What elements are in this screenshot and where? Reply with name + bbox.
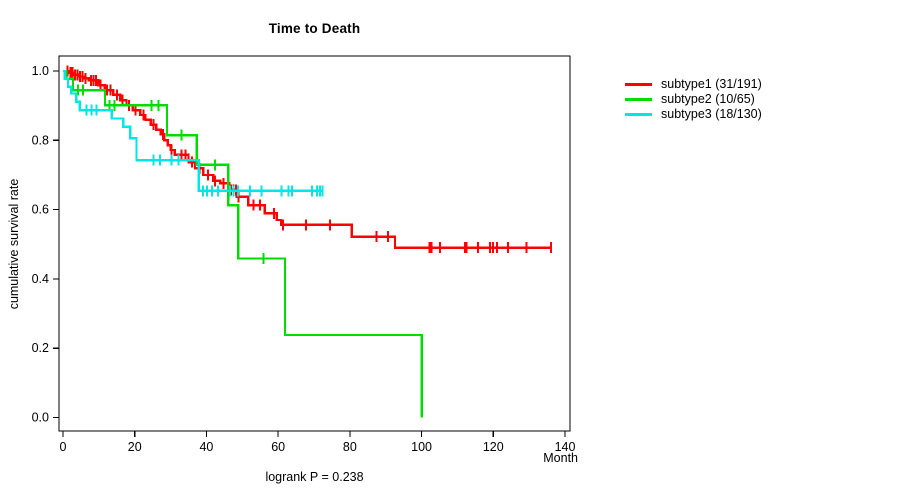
km-curve-subtype2	[63, 69, 423, 418]
plot-frame	[58, 55, 571, 432]
legend-label-subtype2: subtype2 (10/65)	[661, 92, 755, 106]
x-axis-label: Month	[543, 451, 578, 465]
y-tick-label: 1.0	[32, 64, 49, 78]
y-tick-label: 0.6	[32, 203, 49, 217]
x-tick-label: 0	[60, 440, 67, 454]
legend-row-subtype1: subtype1 (31/191)	[625, 77, 762, 92]
y-tick-label: 0.2	[32, 341, 49, 355]
x-tick-label: 60	[271, 440, 285, 454]
legend-label-subtype1: subtype1 (31/191)	[661, 77, 762, 91]
legend-row-subtype3: subtype3 (18/130)	[625, 107, 762, 122]
y-tick-label: 0.8	[32, 133, 49, 147]
x-tick-label: 20	[128, 440, 142, 454]
y-tick-label: 0.4	[32, 272, 49, 286]
x-tick-label: 120	[483, 440, 504, 454]
km-curve-subtype1	[63, 69, 552, 249]
chart-title: Time to Death	[268, 21, 361, 36]
x-tick-label: 140	[555, 440, 576, 454]
x-tick-label: 40	[199, 440, 213, 454]
legend-line-swatch-subtype2	[625, 98, 652, 101]
y-axis-label: cumulative survival rate	[7, 178, 21, 310]
legend: subtype1 (31/191) subtype2 (10/65) subty…	[625, 77, 762, 122]
y-tick-label: 0.0	[32, 411, 49, 425]
x-tick-label: 80	[343, 440, 357, 454]
legend-line-swatch-subtype1	[625, 83, 652, 86]
logrank-p-annotation: logrank P = 0.238	[265, 470, 364, 484]
legend-label-subtype3: subtype3 (18/130)	[661, 107, 762, 121]
x-tick-label: 100	[411, 440, 432, 454]
legend-line-swatch-subtype3	[625, 113, 652, 116]
legend-row-subtype2: subtype2 (10/65)	[625, 92, 762, 107]
